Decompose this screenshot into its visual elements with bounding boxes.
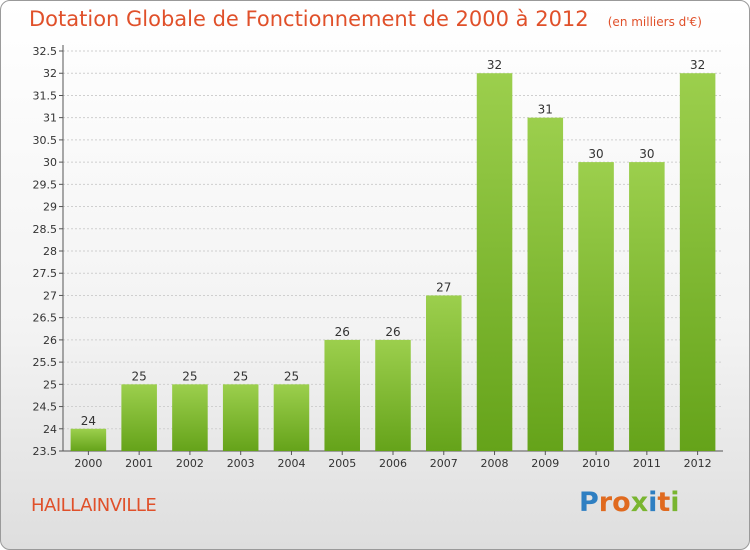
x-tick-label: 2007 bbox=[430, 457, 458, 470]
y-tick-label: 31 bbox=[43, 112, 57, 125]
bar-2006 bbox=[375, 339, 411, 451]
data-label: 25 bbox=[132, 369, 147, 383]
logo-letter: i bbox=[670, 487, 680, 518]
x-tick-label: 2003 bbox=[227, 457, 255, 470]
y-tick-label: 28 bbox=[43, 245, 57, 258]
y-tick-label: 25.5 bbox=[33, 356, 58, 369]
chart-unit-note: (en milliers d'€) bbox=[607, 15, 702, 29]
x-tick-label: 2004 bbox=[277, 457, 305, 470]
bar-2004 bbox=[273, 384, 310, 451]
y-tick-label: 29.5 bbox=[33, 178, 58, 191]
y-tick-label: 25 bbox=[43, 378, 57, 391]
chart-title: Dotation Globale de Fonctionnement de 20… bbox=[29, 7, 589, 31]
x-tick-label: 2006 bbox=[379, 457, 407, 470]
y-tick-label: 27.5 bbox=[33, 267, 58, 280]
data-label: 32 bbox=[690, 58, 705, 72]
y-tick-label: 32.5 bbox=[33, 45, 58, 58]
logo-letter: r bbox=[598, 487, 613, 518]
logo-letter: i bbox=[648, 487, 658, 518]
data-label: 27 bbox=[436, 280, 451, 294]
x-tick-label: 2011 bbox=[633, 457, 661, 470]
bar-2009 bbox=[527, 117, 564, 452]
bar-2010 bbox=[578, 162, 614, 451]
logo-letter: x bbox=[630, 487, 649, 518]
data-label: 30 bbox=[639, 147, 654, 161]
logo-letter: P bbox=[579, 487, 599, 518]
data-label: 25 bbox=[182, 369, 197, 383]
logo-letter: o bbox=[612, 487, 631, 518]
bar-2001 bbox=[121, 384, 157, 451]
bar-2007 bbox=[426, 295, 462, 451]
bar-2002 bbox=[172, 384, 208, 451]
y-tick-label: 28.5 bbox=[33, 223, 58, 236]
y-tick-label: 23.5 bbox=[33, 445, 58, 458]
data-label: 24 bbox=[81, 414, 96, 428]
x-tick-label: 2002 bbox=[176, 457, 204, 470]
y-tick-label: 30 bbox=[43, 156, 57, 169]
y-tick-label: 32 bbox=[43, 67, 57, 80]
x-tick-label: 2009 bbox=[531, 457, 559, 470]
y-tick-label: 30.5 bbox=[33, 134, 58, 147]
x-tick-label: 2000 bbox=[74, 457, 102, 470]
x-tick-label: 2010 bbox=[582, 457, 610, 470]
x-tick-label: 2012 bbox=[684, 457, 712, 470]
bar-2012 bbox=[679, 73, 716, 451]
data-label: 30 bbox=[588, 147, 603, 161]
data-label: 25 bbox=[233, 369, 248, 383]
chart-title-block: Dotation Globale de Fonctionnement de 20… bbox=[29, 7, 702, 31]
data-label: 26 bbox=[335, 325, 350, 339]
y-tick-label: 31.5 bbox=[33, 89, 58, 102]
bar-2008 bbox=[476, 73, 513, 451]
data-label: 25 bbox=[284, 369, 299, 383]
data-label: 31 bbox=[538, 103, 553, 117]
bar-2003 bbox=[222, 384, 259, 451]
y-tick-label: 29 bbox=[43, 201, 57, 214]
proxiti-logo: Proxiti bbox=[579, 487, 680, 518]
y-tick-label: 24.5 bbox=[33, 401, 58, 414]
bar-2000 bbox=[70, 428, 107, 451]
commune-name: HAILLAINVILLE bbox=[31, 495, 157, 516]
x-tick-label: 2005 bbox=[328, 457, 356, 470]
y-tick-label: 24 bbox=[43, 423, 57, 436]
y-tick-label: 26 bbox=[43, 334, 57, 347]
data-label: 26 bbox=[385, 325, 400, 339]
x-tick-label: 2008 bbox=[481, 457, 509, 470]
x-tick-label: 2001 bbox=[125, 457, 153, 470]
bar-2005 bbox=[324, 339, 360, 451]
y-tick-label: 27 bbox=[43, 289, 57, 302]
data-label: 32 bbox=[487, 58, 502, 72]
y-tick-label: 26.5 bbox=[33, 312, 58, 325]
bar-2011 bbox=[629, 162, 665, 451]
logo-letter: t bbox=[657, 487, 671, 518]
